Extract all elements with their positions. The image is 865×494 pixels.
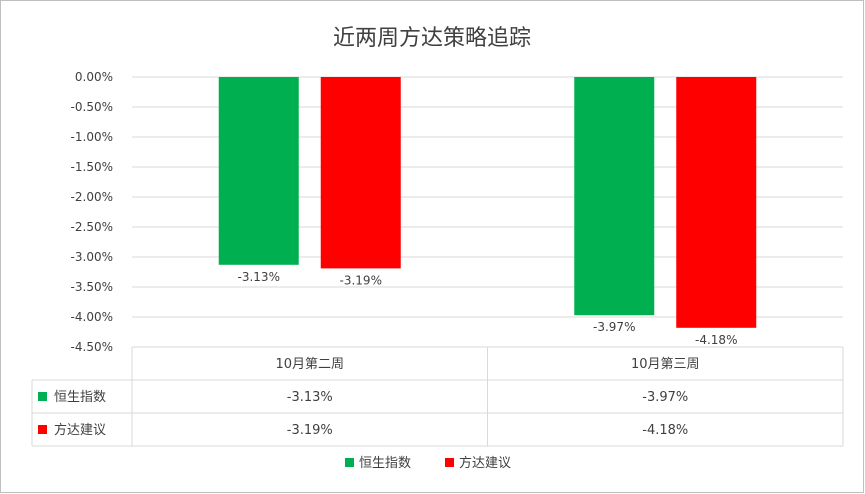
bar bbox=[320, 77, 401, 269]
data-label: -3.13% bbox=[238, 270, 280, 284]
y-tick-label: -3.50% bbox=[71, 280, 113, 294]
data-label: -3.97% bbox=[593, 320, 635, 334]
bar bbox=[676, 77, 757, 328]
table-cell: -3.13% bbox=[287, 390, 333, 405]
table-cell: -4.18% bbox=[642, 423, 688, 438]
data-label: -3.19% bbox=[340, 273, 382, 287]
legend-key bbox=[445, 458, 454, 467]
y-tick-label: 0.00% bbox=[75, 70, 113, 84]
table-series-name: 方达建议 bbox=[54, 422, 106, 438]
y-axis-ticks: 0.00% -0.50% -1.00% -1.50% -2.00% -2.50% -3.00… bbox=[71, 70, 113, 354]
table-cell: -3.19% bbox=[287, 423, 333, 438]
table-series-name: 恒生指数 bbox=[54, 390, 106, 405]
data-label: -4.18% bbox=[695, 333, 737, 347]
legend-label: 恒生指数 bbox=[359, 456, 411, 471]
table-legend-key bbox=[38, 392, 47, 401]
table-cell: -3.97% bbox=[642, 390, 688, 405]
bars bbox=[218, 77, 757, 328]
legend-key bbox=[345, 458, 354, 467]
y-tick-label: -2.50% bbox=[71, 220, 113, 234]
y-tick-label: -1.00% bbox=[71, 130, 113, 144]
legend-label: 方达建议 bbox=[459, 455, 511, 471]
table-legend-key bbox=[38, 425, 47, 434]
y-tick-label: -4.50% bbox=[71, 340, 113, 354]
category-label: 10月第二周 bbox=[275, 357, 344, 372]
legend: 恒生指数 方达建议 bbox=[345, 455, 511, 471]
bar bbox=[574, 77, 655, 316]
data-labels: -3.13% -3.19% -3.97% -4.18% bbox=[238, 270, 738, 347]
y-tick-label: -2.00% bbox=[71, 190, 113, 204]
chart-title: 近两周方达策略追踪 bbox=[333, 26, 531, 51]
y-tick-label: -1.50% bbox=[71, 160, 113, 174]
y-tick-label: -0.50% bbox=[71, 100, 113, 114]
category-label: 10月第三周 bbox=[631, 357, 700, 372]
y-tick-label: -4.00% bbox=[71, 310, 113, 324]
bar bbox=[218, 77, 299, 265]
y-tick-label: -3.00% bbox=[71, 250, 113, 264]
